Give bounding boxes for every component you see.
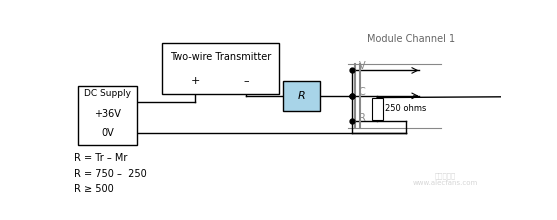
Text: R = Tr – Mr: R = Tr – Mr	[74, 154, 128, 163]
Text: +36V: +36V	[94, 109, 121, 119]
Bar	[372, 97, 383, 120]
Text: R = 750 –  250: R = 750 – 250	[74, 169, 146, 179]
Text: C: C	[359, 88, 365, 97]
Text: Module Channel 1: Module Channel 1	[367, 34, 455, 44]
Text: 250 ohms: 250 ohms	[385, 104, 426, 113]
Bar	[163, 43, 279, 94]
Bar	[284, 81, 320, 111]
Text: R: R	[298, 91, 306, 101]
Text: R: R	[359, 113, 366, 123]
Text: –: –	[243, 76, 249, 86]
Text: +: +	[190, 76, 200, 86]
Text: Two-wire Transmitter: Two-wire Transmitter	[170, 52, 271, 62]
Text: 电子发发发
www.alecfans.com: 电子发发发 www.alecfans.com	[413, 172, 478, 186]
Text: V: V	[359, 61, 365, 71]
Text: DC Supply: DC Supply	[84, 89, 131, 98]
Text: 0V: 0V	[101, 128, 114, 138]
Bar	[78, 86, 136, 145]
Text: R ≥ 500: R ≥ 500	[74, 184, 114, 194]
